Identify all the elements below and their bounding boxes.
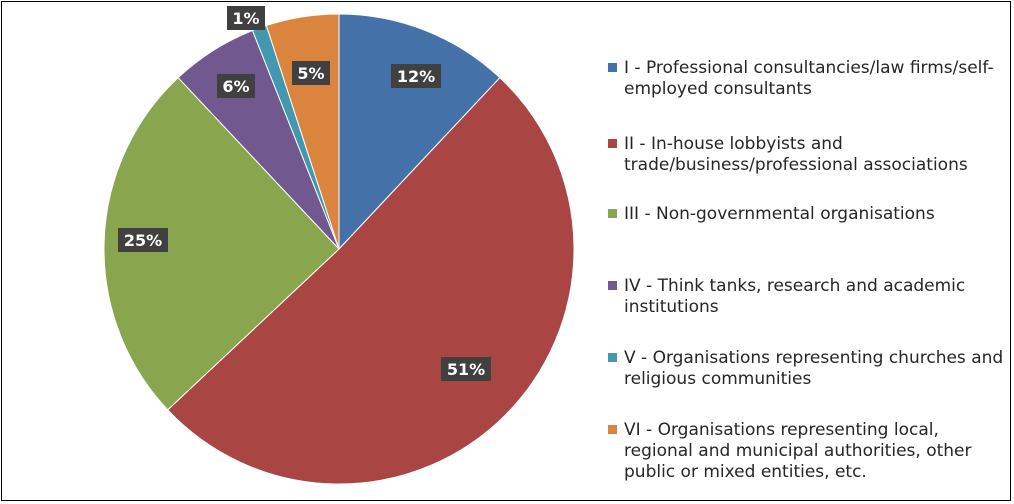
legend-item-3: III - Non-governmental organisations xyxy=(608,204,1008,225)
data-label-box-5 xyxy=(227,6,265,30)
data-label-text-2: 51% xyxy=(447,360,485,379)
data-label-5: 1% xyxy=(227,6,265,30)
legend-swatch-1 xyxy=(608,63,617,72)
data-label-text-3: 25% xyxy=(124,231,162,250)
legend-swatch-4 xyxy=(608,281,617,290)
data-label-text-1: 12% xyxy=(397,67,435,86)
data-label-box-1 xyxy=(391,64,441,88)
data-label-text-4: 6% xyxy=(222,77,249,96)
legend-swatch-3 xyxy=(608,209,617,218)
legend-label-5: V - Organisations representing churches … xyxy=(624,348,1004,389)
pie-slice-3 xyxy=(103,76,340,411)
data-label-box-3 xyxy=(118,228,168,252)
data-label-text-6: 5% xyxy=(297,64,324,83)
legend-item-2: II - In-house lobbyists and trade/busine… xyxy=(608,134,1008,176)
data-label-6: 5% xyxy=(292,61,330,85)
data-label-box-2 xyxy=(441,357,491,381)
legend-item-1: I - Professional consultancies/law firms… xyxy=(608,58,1008,100)
legend-item-6: VI - Organisations representing local, r… xyxy=(608,420,1008,483)
data-label-box-6 xyxy=(292,61,330,85)
pie-slice-2 xyxy=(166,76,575,485)
pie-slice-1 xyxy=(338,13,501,251)
data-label-1: 12% xyxy=(391,64,441,88)
legend-label-2: II - In-house lobbyists and trade/busine… xyxy=(624,134,968,175)
data-label-3: 25% xyxy=(118,228,168,252)
legend-item-5: V - Organisations representing churches … xyxy=(608,348,1008,390)
legend-swatch-5 xyxy=(608,353,617,362)
data-label-2: 51% xyxy=(441,357,491,381)
data-label-text-5: 1% xyxy=(232,9,259,28)
data-label-box-4 xyxy=(217,74,255,98)
legend-label-4: IV - Think tanks, research and academic … xyxy=(624,276,966,317)
legend-item-4: IV - Think tanks, research and academic … xyxy=(608,276,1008,318)
legend-label-3: III - Non-governmental organisations xyxy=(624,204,935,224)
data-label-4: 6% xyxy=(217,74,255,98)
legend-swatch-6 xyxy=(608,425,617,434)
legend-label-1: I - Professional consultancies/law firms… xyxy=(624,58,994,99)
legend-label-6: VI - Organisations representing local, r… xyxy=(624,420,972,482)
legend-swatch-2 xyxy=(608,139,617,148)
